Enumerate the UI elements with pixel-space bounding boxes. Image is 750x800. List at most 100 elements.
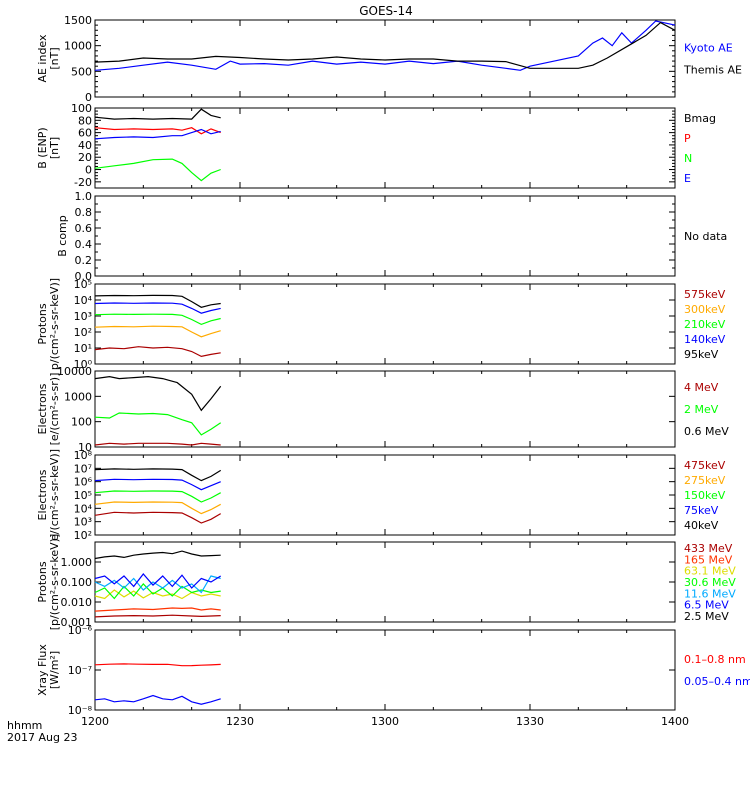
y-tick-label: 10⁸ [74,449,93,462]
series-63-1-mev [94,589,221,600]
y-axis-label: Protons [36,303,49,344]
y-axis-label: B (ENP) [36,127,49,168]
panel-xray: 10⁻⁸ 10⁻⁷ 10⁻⁶ Xray Flux [W/m²] 0.1–0.8 nm 0.0… [36,624,750,717]
y-axis-label: [nT] [48,137,61,159]
panel-frame [94,195,676,277]
date-label: 2017 Aug 23 [7,731,77,744]
y-tick-label: 0.010 [61,596,93,609]
y-axis-label: AE index [36,34,49,83]
legend-label: 210keV [684,318,726,331]
y-tick-label: 10⁵ [74,489,92,502]
legend-label: 475keV [684,459,726,472]
series-475kev [94,511,222,524]
series-40kev [94,468,222,482]
y-tick-label: 10² [74,326,92,339]
series-e [94,128,221,140]
y-tick-label: 0 [85,91,92,104]
series-11-6-mev [94,575,221,594]
series-0-6-mev [94,375,222,412]
legend-label: Bmag [684,112,716,125]
legend-label: E [684,172,691,185]
y-tick-label: 500 [71,65,92,78]
legend-label: 0.1–0.8 nm [684,653,746,666]
y-tick-label: 1.000 [61,556,93,569]
panel-frame [94,541,676,623]
legend-label: P [684,132,691,145]
series-0-05-0-4-nm [94,694,221,705]
panel-bcomp: 0.0 0.2 0.4 0.6 0.8 1.0 B comp No data [56,190,727,283]
panel-electrons_mev: 10 100 1000 10000 Electrons [e/(cm²-s-sr)] 4 M… [36,365,729,454]
series-6-5-mev [94,573,222,589]
y-tick-label: 0.2 [75,254,93,267]
series-bmag [94,108,221,120]
x-tick-label: 1200 [81,715,109,728]
y-axis-label: [nT] [48,47,61,69]
series-165-mev [94,607,221,612]
y-tick-label: 10⁻⁶ [68,624,93,637]
y-tick-label: 10² [74,529,92,542]
series-4-mev [94,442,221,446]
legend-label: 63.1 MeV [684,565,736,578]
legend-label: 30.6 MeV [684,576,736,589]
y-tick-label: 10⁴ [74,294,93,307]
y-tick-label: 10⁵ [74,278,92,291]
y-axis-label: Electrons [36,383,49,434]
series-75kev [94,478,221,491]
y-tick-label: 10000 [57,365,92,378]
legend-label: 11.6 MeV [684,587,736,600]
series-0-1-0-8-nm [94,663,221,667]
chart-title: GOES-14 [359,4,413,18]
y-axis-label: Electrons [36,469,49,520]
y-tick-label: 10 [78,441,92,454]
legend-label: 165 MeV [684,553,733,566]
legend-label: 150keV [684,489,726,502]
y-axis-label: [W/m²] [48,651,61,689]
y-tick-label: 10⁶ [74,476,93,489]
y-tick-label: 10¹ [74,342,92,355]
x-tick-label: 1300 [371,715,399,728]
y-tick-label: 0.001 [61,616,93,629]
y-axis-label: B comp [56,215,69,257]
y-tick-label: 60 [78,127,92,140]
y-tick-label: 100 [71,102,92,115]
y-tick-label: 10⁷ [74,462,92,475]
series-n [94,158,221,182]
y-axis-label: p/(cm²-s-sr-keV)] [48,278,61,370]
y-tick-label: 0.6 [75,222,93,235]
series-95kev [94,294,221,308]
series-kyoto-ae [94,20,676,71]
y-tick-label: 10³ [74,516,92,529]
series-575kev [94,346,221,358]
time-label: hhmm [7,719,42,732]
y-tick-label: 1500 [64,14,92,27]
y-tick-label: 10⁰ [74,358,93,371]
panel-frame [94,629,676,711]
y-tick-label: 20 [78,151,92,164]
y-tick-label: 0.4 [75,238,93,251]
series-140kev [94,302,221,314]
y-tick-label: 10³ [74,310,92,323]
legend-label: 433 MeV [684,542,733,555]
legend-label: 4 MeV [684,381,719,394]
y-tick-label: 0.100 [61,576,93,589]
y-axis-label: [e/(cm²-s-sr)] [48,373,61,446]
series-210kev [94,313,221,326]
y-tick-label: -20 [74,176,92,189]
y-axis-label: Protons [36,561,49,602]
legend-label: N [684,152,692,165]
legend-label: 140keV [684,333,726,346]
legend-label: 2.5 MeV [684,610,729,623]
legend-label: Kyoto AE [684,42,733,55]
legend-label: 575keV [684,288,726,301]
y-axis-label: [p/(cm²-s-sr-keV)] [48,534,61,631]
series-p [94,127,221,135]
y-tick-label: 1.0 [75,190,93,203]
panel-protons_mev: 0.001 0.010 0.100 1.000 Protons [p/(cm²-s-sr-… [36,534,736,631]
legend-label: 2 MeV [684,403,719,416]
series-150kev [94,490,221,503]
y-tick-label: 0.0 [75,270,93,283]
legend-label: 75keV [684,504,719,517]
series-2-5-mev [94,550,221,560]
